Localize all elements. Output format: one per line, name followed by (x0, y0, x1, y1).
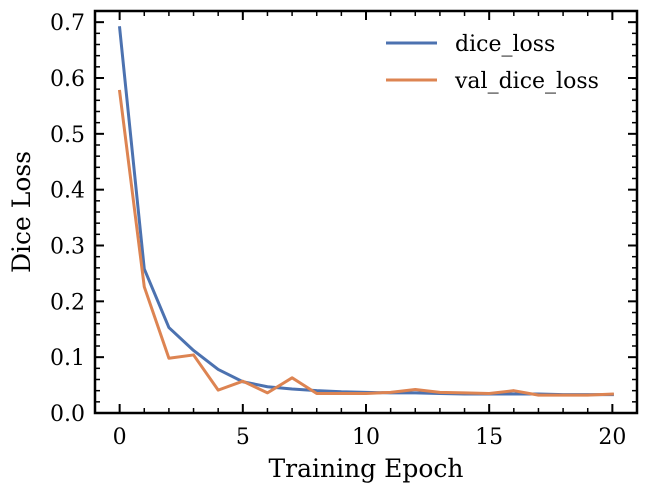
y-tick-label: 0.3 (50, 235, 85, 260)
x-tick-label: 15 (475, 425, 503, 450)
y-tick-label: 0.0 (50, 402, 85, 427)
legend-label-val-dice-loss: val_dice_loss (454, 69, 599, 94)
series-lines (117, 26, 614, 397)
tick-labels: 0 5 10 15 20 0.0 0.1 0.2 0.3 0.4 0.5 0.6 0.7 (50, 11, 626, 450)
y-tick-label: 0.7 (50, 11, 85, 36)
y-tick-label: 0.1 (50, 346, 85, 371)
series-line-val-dice-loss (117, 89, 614, 397)
legend-label-dice-loss: dice_loss (455, 32, 555, 57)
y-tick-label: 0.6 (50, 67, 85, 92)
y-tick-label: 0.4 (50, 179, 85, 204)
y-tick-label: 0.2 (50, 290, 85, 315)
legend: dice_loss val_dice_loss (386, 32, 599, 94)
x-tick-label: 0 (113, 425, 127, 450)
x-axis-label: Training Epoch (268, 454, 463, 483)
y-tick-label: 0.5 (50, 123, 85, 148)
x-tick-label: 10 (352, 425, 380, 450)
y-axis-label: Dice Loss (7, 151, 36, 273)
x-tick-label: 20 (598, 425, 626, 450)
x-tick-label: 5 (236, 425, 250, 450)
tick-marks (94, 10, 638, 414)
